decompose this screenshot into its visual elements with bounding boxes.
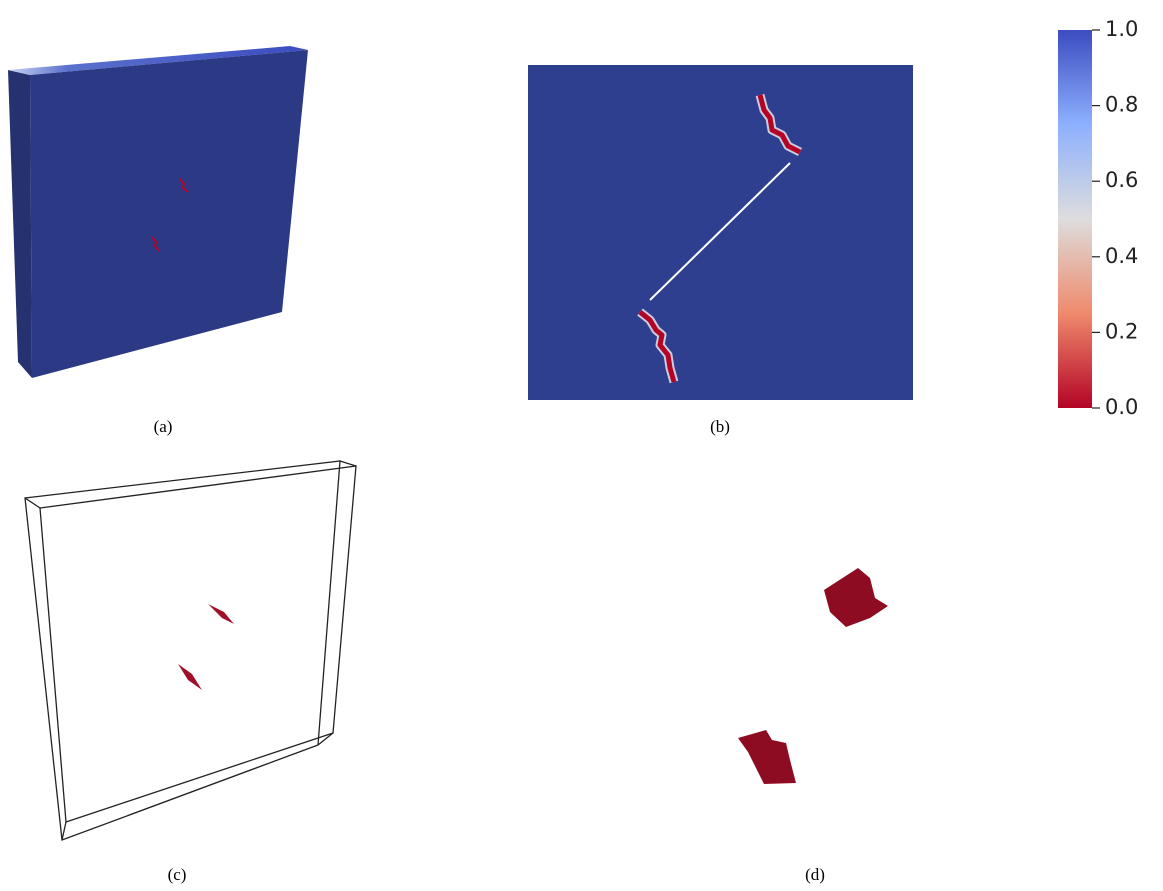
crack-surface — [824, 568, 888, 627]
slab-side — [8, 70, 32, 378]
caption: (a) — [154, 417, 173, 436]
crack — [178, 664, 202, 690]
panel-a — [8, 46, 308, 378]
caption: (c) — [168, 865, 187, 884]
panel-c — [24, 460, 357, 841]
colorbar — [1058, 30, 1092, 408]
colorbar-tick-label: 1.0 — [1105, 17, 1138, 41]
box-back — [39, 465, 357, 823]
connector — [649, 162, 791, 301]
box-edge — [61, 821, 67, 841]
caption: (b) — [710, 417, 730, 436]
panel-b — [528, 65, 913, 400]
box-edge — [317, 732, 334, 746]
colorbar-tick-label: 0.2 — [1105, 319, 1138, 343]
crack — [638, 310, 677, 383]
colorbar-tick-label: 0.6 — [1105, 168, 1138, 192]
colorbar-tick-label: 0.4 — [1105, 244, 1138, 268]
crack — [757, 94, 802, 155]
slab-top — [8, 46, 308, 75]
crack — [208, 604, 234, 624]
slice — [528, 65, 913, 400]
panel-d — [738, 568, 888, 784]
crack — [151, 236, 160, 252]
slab-front — [30, 50, 308, 378]
caption: (d) — [805, 865, 825, 884]
box-edge — [339, 460, 357, 467]
box-edge — [24, 497, 41, 509]
colorbar-tick-label: 0.0 — [1105, 395, 1138, 419]
crack-surface — [738, 730, 796, 784]
colorbar-axis: 1.0 0.8 0.6 0.4 0.2 0.0 — [1092, 17, 1138, 419]
crack — [179, 178, 189, 193]
colorbar-tick-label: 0.8 — [1105, 93, 1138, 117]
